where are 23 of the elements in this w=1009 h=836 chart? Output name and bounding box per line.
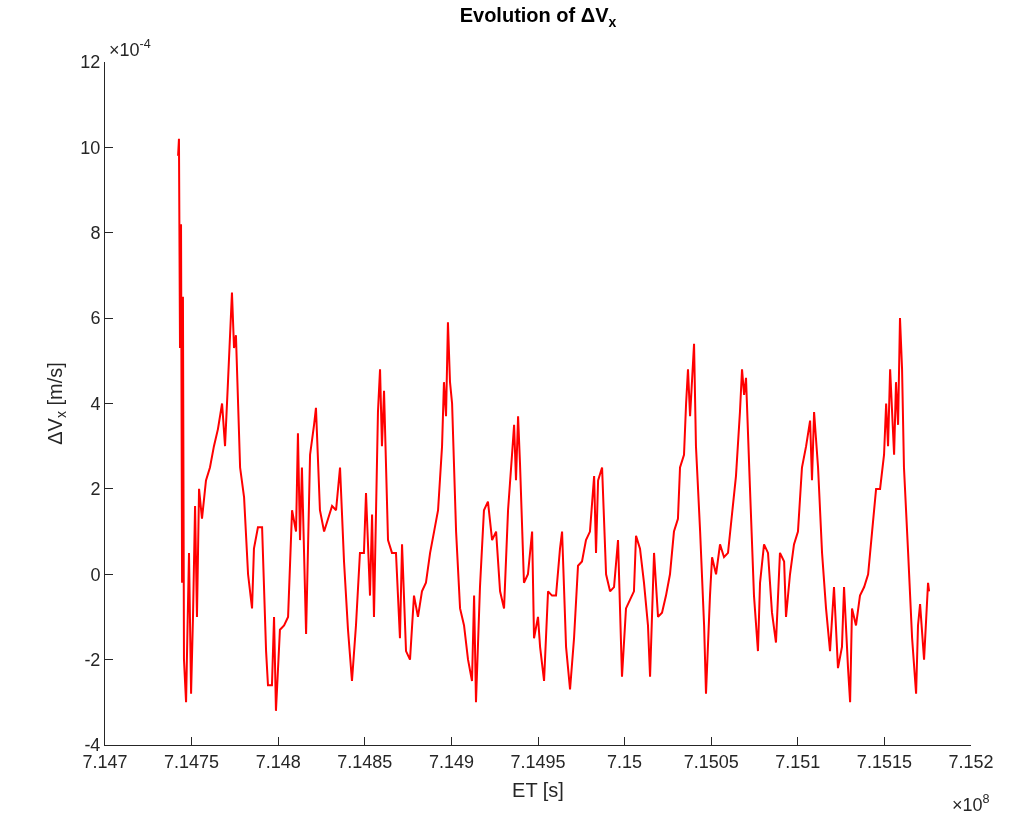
y-tick-label: 6 xyxy=(90,308,101,329)
line-series xyxy=(177,137,931,712)
x-tick-label: 7.1495 xyxy=(510,751,566,772)
x-tick-label: 7.1485 xyxy=(337,751,393,772)
x-tick-label: 7.15 xyxy=(607,751,643,772)
x-tick-label: 7.148 xyxy=(255,751,301,772)
x-axis-title: ET [s] xyxy=(512,779,564,802)
text: ×10$^{-4}$ xyxy=(109,37,151,60)
x-tick-label: 7.1475 xyxy=(164,751,220,772)
y-tick-label: 12 xyxy=(80,52,101,73)
y-tick-label: 10 xyxy=(80,137,101,158)
chart-title: Evolution of ΔV$_{x}$ xyxy=(459,4,617,30)
y-tick-label: 0 xyxy=(90,564,101,585)
y-tick-label: 8 xyxy=(90,223,101,244)
x-tick-label: 7.1515 xyxy=(856,751,912,772)
y-tick-label: 4 xyxy=(90,393,101,414)
x-tick-label: 7.1505 xyxy=(683,751,739,772)
y-tick-label: -2 xyxy=(84,649,101,670)
x-tick-label: 7.151 xyxy=(775,751,821,772)
text: ×10$^{8}$ xyxy=(952,792,990,815)
x-tick-label: 7.149 xyxy=(428,751,474,772)
x-tick-label: 7.152 xyxy=(948,751,994,772)
y-tick-label: 2 xyxy=(90,479,101,500)
